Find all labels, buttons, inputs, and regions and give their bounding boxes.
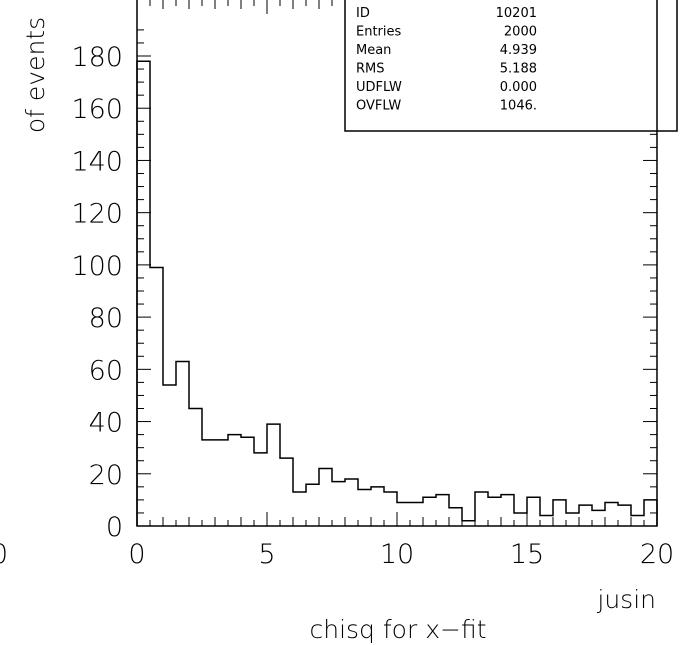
histogram-bar bbox=[176, 362, 189, 527]
stats-label: OVFLW bbox=[356, 99, 401, 114]
histogram-bar bbox=[254, 453, 267, 526]
histogram-bar bbox=[332, 482, 345, 526]
histogram-bar bbox=[358, 489, 371, 526]
histogram-bar bbox=[228, 435, 241, 526]
x-tick-label: 5 bbox=[258, 539, 275, 570]
histogram-outline bbox=[136, 60, 658, 526]
stats-label: Mean bbox=[356, 43, 391, 58]
stats-label: RMS bbox=[356, 62, 385, 77]
y-axis-title: of events bbox=[21, 17, 50, 133]
x-tick-label: 15 bbox=[510, 539, 544, 570]
histogram-bar bbox=[371, 487, 384, 526]
histogram-bar bbox=[462, 521, 475, 526]
stats-label: Entries bbox=[356, 25, 402, 40]
histogram-bar bbox=[605, 503, 618, 527]
stats-value: 10201 bbox=[496, 6, 537, 21]
histogram-bar bbox=[384, 492, 397, 526]
histogram-bar bbox=[241, 437, 254, 526]
histogram-bar bbox=[579, 505, 592, 526]
y-tick-label: 100 bbox=[71, 251, 123, 282]
stats-label: ID bbox=[356, 6, 370, 21]
histogram-bar bbox=[631, 516, 644, 526]
histogram-bar bbox=[514, 513, 527, 526]
y-tick-label: 0 bbox=[106, 512, 123, 543]
stats-value: 1046. bbox=[500, 99, 537, 114]
y-tick-label: 120 bbox=[71, 199, 123, 230]
stats-value: 2000 bbox=[504, 25, 537, 40]
histogram-bar bbox=[436, 495, 449, 526]
histogram-bar bbox=[449, 508, 462, 526]
histogram-bar bbox=[189, 409, 202, 527]
axis-ticks: 0 20 40 60 80 100 120 140 160 180 0 5 10 15 20 bbox=[71, 0, 674, 570]
histogram-bar bbox=[475, 492, 488, 526]
stats-box: ID 10201 Entries 2000 Mean 4.939 RMS 5.188 UDFLW… bbox=[344, 0, 678, 132]
y-tick-label: 60 bbox=[89, 355, 123, 386]
y-tick-label: 20 bbox=[89, 460, 123, 491]
y-tick-label: 180 bbox=[71, 42, 123, 73]
y-tick-label: 140 bbox=[71, 146, 123, 177]
histogram-bars bbox=[136, 60, 658, 527]
histogram-bar bbox=[215, 440, 228, 526]
histogram-bar bbox=[527, 497, 540, 526]
histogram-bar bbox=[137, 61, 150, 526]
histogram-bar bbox=[423, 497, 436, 526]
histogram-bar bbox=[163, 385, 176, 526]
histogram-bar bbox=[488, 497, 501, 526]
x-tick-label: 20 bbox=[640, 539, 674, 570]
y-tick-label: 80 bbox=[89, 303, 123, 334]
x-tick-label: 0 bbox=[128, 539, 145, 570]
histogram-bar bbox=[592, 510, 605, 526]
stats-value: 0.000 bbox=[500, 80, 537, 95]
stats-value: 5.188 bbox=[500, 62, 537, 77]
histogram-bar bbox=[397, 503, 410, 527]
histogram-bar bbox=[540, 516, 553, 526]
histogram-bar bbox=[280, 458, 293, 526]
histogram-bar bbox=[618, 505, 631, 526]
histogram-bar bbox=[202, 440, 215, 526]
x-axis-title: chisq for x−fit bbox=[310, 615, 487, 644]
stats-box-frame bbox=[344, 0, 678, 132]
histogram-bar bbox=[306, 484, 319, 526]
stats-value: 4.939 bbox=[500, 43, 537, 58]
histogram-bar bbox=[319, 469, 332, 526]
y-tick-label: 160 bbox=[71, 94, 123, 125]
histogram-bar bbox=[410, 503, 423, 527]
histogram-bar bbox=[293, 492, 306, 526]
x-tick-label: 10 bbox=[380, 539, 414, 570]
histogram-bar bbox=[644, 500, 657, 526]
left-stray-tick-label: 0 bbox=[0, 539, 8, 570]
histogram-bar bbox=[553, 500, 566, 526]
stats-label: UDFLW bbox=[356, 80, 402, 95]
histogram-bar bbox=[150, 268, 163, 527]
histogram-bar bbox=[345, 479, 358, 526]
histogram-bar bbox=[267, 424, 280, 526]
y-tick-label: 40 bbox=[89, 408, 123, 439]
corner-label: jusin bbox=[596, 585, 656, 614]
axis-labels: of events chisq for x−fit jusin 0 bbox=[0, 17, 656, 644]
histogram-bar bbox=[501, 495, 514, 526]
histogram-bar bbox=[566, 513, 579, 526]
